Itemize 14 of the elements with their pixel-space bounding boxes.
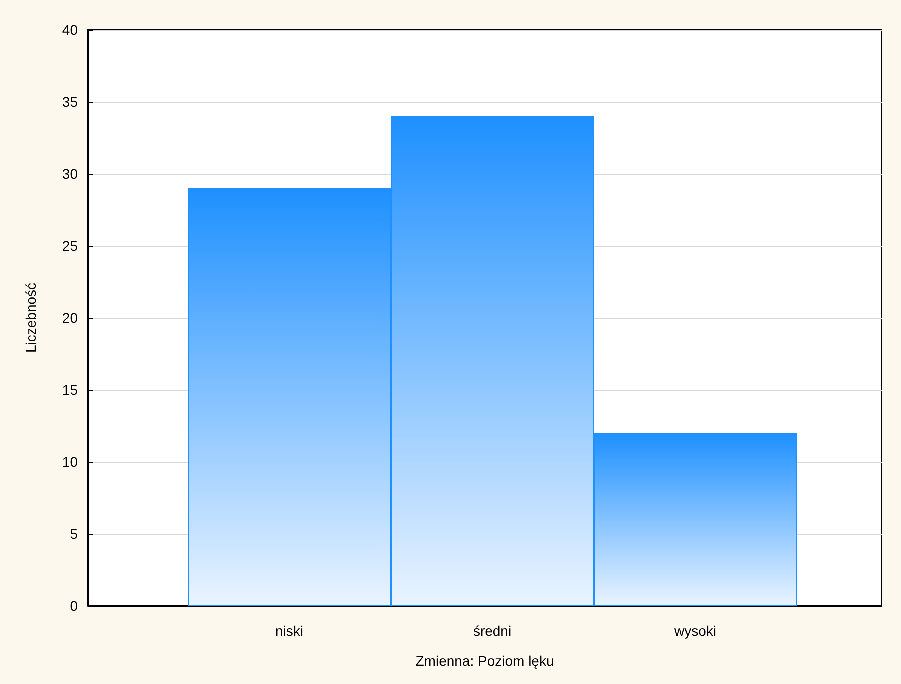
y-tick-label: 30 xyxy=(62,166,78,182)
y-tick-label: 10 xyxy=(62,454,78,470)
x-tick-label: średni xyxy=(473,623,512,639)
y-tick-label: 5 xyxy=(70,526,78,542)
y-tick-label: 40 xyxy=(62,22,78,38)
x-axis-title: Zmienna: Poziom lęku xyxy=(416,653,554,669)
y-tick-label: 20 xyxy=(62,310,78,326)
y-tick-label: 15 xyxy=(62,382,78,398)
y-tick-label: 35 xyxy=(62,94,78,110)
y-tick-label: 0 xyxy=(70,598,78,614)
x-tick-label: niski xyxy=(275,623,304,639)
y-axis-title: Liczebność xyxy=(23,282,39,354)
x-tick-label: wysoki xyxy=(673,623,717,639)
y-tick-label: 25 xyxy=(62,238,78,254)
